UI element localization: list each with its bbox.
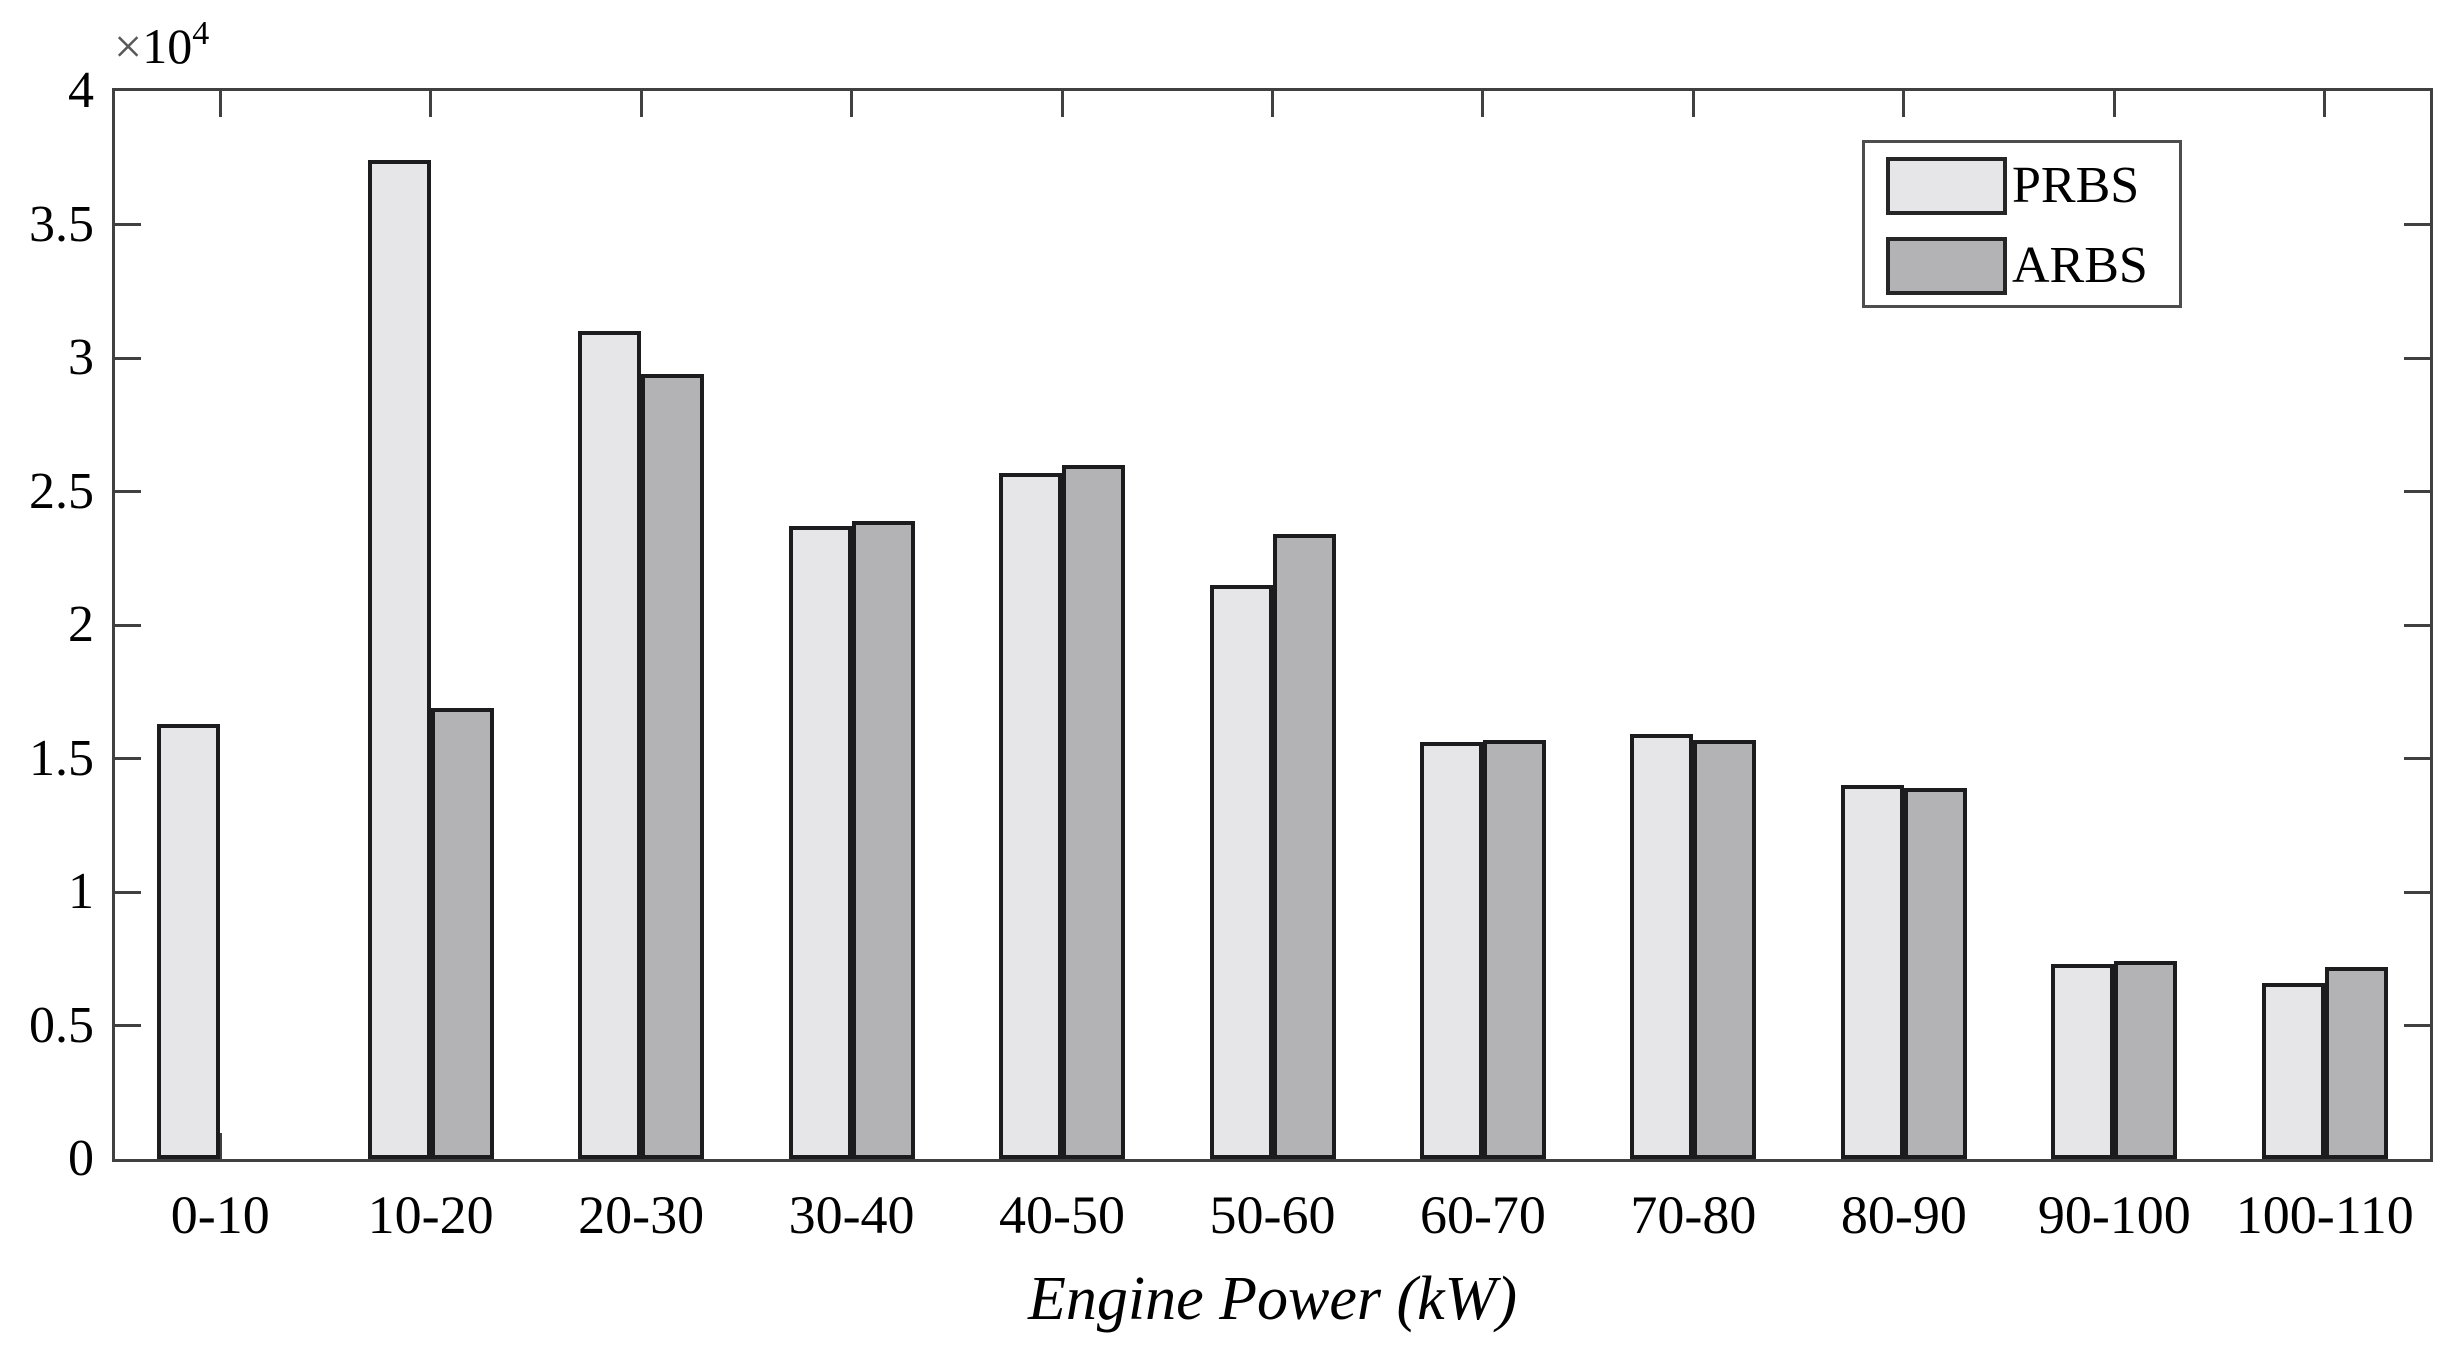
legend-label-arbs: ARBS xyxy=(2012,237,2148,294)
x-tick-label: 10-20 xyxy=(367,1185,494,1245)
bar-prbs-80-90 xyxy=(1841,785,1904,1159)
x-tick-mark xyxy=(1481,91,1485,117)
bar-prbs-100-110 xyxy=(2262,983,2325,1159)
x-tick-mark xyxy=(2112,91,2116,117)
bar-arbs-50-60 xyxy=(1273,534,1336,1159)
x-tick-label: 70-80 xyxy=(1630,1185,1757,1245)
bar-prbs-70-80 xyxy=(1630,734,1693,1159)
y-tick-mark xyxy=(2404,757,2430,760)
y-tick-label: 1 xyxy=(68,863,94,920)
y-tick-label: 3.5 xyxy=(29,195,94,253)
exponent-base: 10 xyxy=(142,18,193,75)
bar-arbs-80-90 xyxy=(1904,788,1967,1159)
x-tick-label: 30-40 xyxy=(788,1185,915,1245)
bar-arbs-90-100 xyxy=(2114,961,2177,1159)
bar-prbs-40-50 xyxy=(999,473,1062,1159)
y-tick-mark xyxy=(2404,356,2430,360)
x-tick-mark xyxy=(639,91,643,117)
x-tick-label: 20-30 xyxy=(578,1185,705,1245)
y-tick-mark xyxy=(115,757,141,760)
y-tick-mark xyxy=(115,223,141,226)
bar-prbs-50-60 xyxy=(1210,585,1273,1159)
x-axis-title: Engine Power (kW) xyxy=(1028,1265,1517,1333)
x-tick-label: 0-10 xyxy=(170,1185,270,1245)
legend-swatch-arbs xyxy=(1886,237,2007,295)
x-tick-mark xyxy=(218,91,222,117)
legend-entry-prbs: PRBS xyxy=(1886,157,2139,215)
x-tick-mark xyxy=(1691,91,1695,117)
y-tick-label: 4 xyxy=(68,62,94,119)
legend: PRBS ARBS xyxy=(1862,140,2182,308)
bar-arbs-70-80 xyxy=(1693,740,1756,1159)
y-tick-label: 2.5 xyxy=(29,462,94,520)
y-tick-mark xyxy=(115,356,141,360)
y-tick-mark xyxy=(2404,490,2430,493)
bar-prbs-20-30 xyxy=(578,331,641,1159)
x-tick-mark xyxy=(429,91,433,117)
x-tick-mark xyxy=(218,1133,222,1159)
legend-label-prbs: PRBS xyxy=(2012,157,2140,214)
bar-arbs-10-20 xyxy=(431,708,494,1159)
y-tick-mark xyxy=(115,490,141,493)
bar-arbs-40-50 xyxy=(1062,465,1125,1159)
x-tick-mark xyxy=(1060,91,1064,117)
y-tick-label: 1.5 xyxy=(29,729,94,787)
y-tick-mark xyxy=(2404,223,2430,226)
y-tick-mark xyxy=(115,890,141,894)
bar-prbs-60-70 xyxy=(1420,742,1483,1159)
bar-prbs-0-10 xyxy=(157,724,220,1159)
y-tick-mark xyxy=(115,623,141,627)
y-tick-mark xyxy=(2404,890,2430,894)
bar-arbs-60-70 xyxy=(1483,740,1546,1159)
legend-entry-arbs: ARBS xyxy=(1886,237,2148,295)
x-tick-label: 100-110 xyxy=(2235,1185,2414,1245)
x-tick-label: 90-100 xyxy=(2037,1185,2191,1245)
y-tick-label: 0 xyxy=(68,1130,94,1187)
x-tick-mark xyxy=(1902,91,1906,117)
y-tick-label: 2 xyxy=(68,596,94,653)
x-tick-mark xyxy=(1271,91,1274,117)
x-tick-label: 80-90 xyxy=(1840,1185,1967,1245)
y-axis-exponent-label: ×104 xyxy=(114,6,209,74)
x-tick-label: 60-70 xyxy=(1419,1185,1546,1245)
bar-prbs-10-20 xyxy=(368,160,431,1159)
x-tick-label: 50-60 xyxy=(1209,1185,1336,1245)
y-tick-mark xyxy=(2404,623,2430,627)
multiply-symbol: × xyxy=(114,18,143,75)
x-tick-mark xyxy=(850,91,854,117)
exponent-power: 4 xyxy=(192,15,210,52)
legend-swatch-prbs xyxy=(1886,157,2007,215)
bar-arbs-20-30 xyxy=(641,374,704,1159)
y-tick-mark xyxy=(115,1024,141,1027)
bar-arbs-100-110 xyxy=(2325,967,2388,1159)
bar-arbs-30-40 xyxy=(852,521,915,1159)
x-tick-mark xyxy=(2323,91,2327,117)
y-tick-label: 0.5 xyxy=(29,996,94,1054)
y-tick-mark xyxy=(2404,1024,2430,1027)
y-tick-label: 3 xyxy=(68,329,94,386)
x-tick-label: 40-50 xyxy=(999,1185,1126,1245)
bar-prbs-90-100 xyxy=(2051,964,2114,1159)
bar-prbs-30-40 xyxy=(789,526,852,1159)
